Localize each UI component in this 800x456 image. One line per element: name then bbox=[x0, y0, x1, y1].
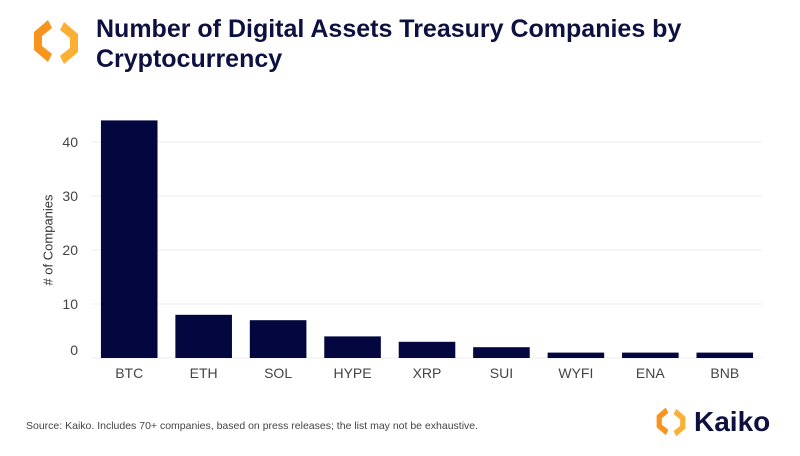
bar-sui bbox=[473, 347, 530, 358]
x-tick-label: ENA bbox=[636, 365, 665, 381]
bar-btc bbox=[100, 120, 158, 359]
x-tick-label: SOL bbox=[264, 365, 292, 381]
chart-title: Number of Digital Assets Treasury Compan… bbox=[96, 15, 682, 73]
bar-eth bbox=[175, 314, 232, 358]
bar-chart: 0 10 20 30 40 BTC ETH SOL HYPE XRP SUI WYFI ENA BNB bbox=[62, 120, 762, 381]
brand: Kaiko bbox=[654, 405, 770, 439]
bar-bnb bbox=[696, 352, 754, 358]
kaiko-logo-icon bbox=[656, 407, 686, 437]
y-tick-label: 10 bbox=[62, 296, 78, 312]
bar-hype bbox=[324, 336, 381, 358]
x-tick-label: BNB bbox=[710, 365, 739, 381]
y-tick-label: 40 bbox=[62, 134, 78, 150]
kaiko-logo-icon bbox=[34, 20, 78, 64]
x-tick-label: XRP bbox=[413, 365, 442, 381]
bar-wyfi bbox=[547, 352, 605, 358]
y-tick-label: 30 bbox=[62, 188, 78, 204]
x-tick-label: WYFI bbox=[558, 365, 593, 381]
y-tick-label: 20 bbox=[62, 242, 78, 258]
x-tick-label: BTC bbox=[115, 365, 143, 381]
bar-xrp bbox=[398, 341, 456, 358]
x-tick-label: SUI bbox=[490, 365, 513, 381]
x-tick-label: ETH bbox=[190, 365, 218, 381]
x-tick-label: HYPE bbox=[333, 365, 371, 381]
y-tick-label: 0 bbox=[70, 342, 78, 358]
brand-name: Kaiko bbox=[694, 406, 771, 437]
bar-sol bbox=[249, 320, 307, 358]
bar-ena bbox=[622, 352, 679, 358]
source-note: Source: Kaiko. Includes 70+ companies, b… bbox=[26, 420, 479, 432]
